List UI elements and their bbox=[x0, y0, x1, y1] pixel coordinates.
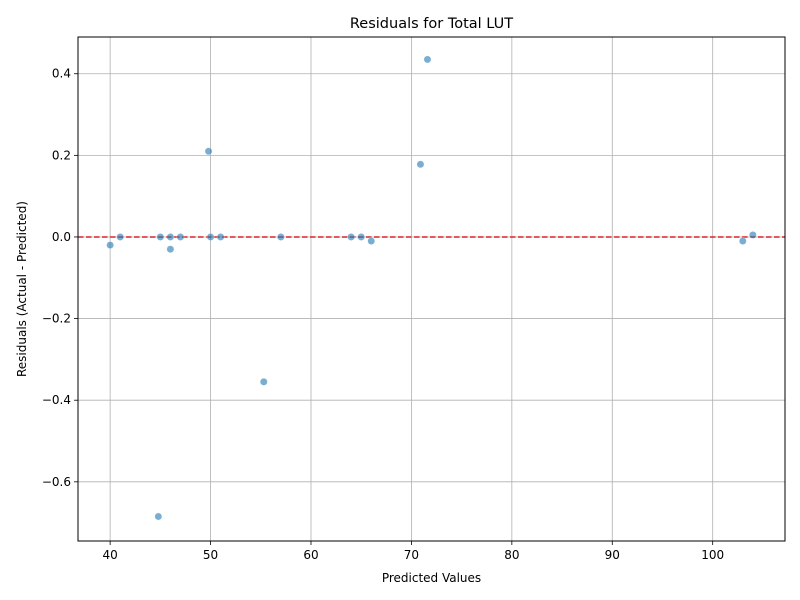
x-tick-label: 50 bbox=[203, 548, 218, 562]
scatter-points bbox=[106, 55, 757, 521]
y-axis-ticks: −0.6 −0.4 −0.2 0.0 0.2 0.4 bbox=[42, 67, 78, 489]
y-tick-label: −0.6 bbox=[42, 475, 71, 489]
scatter-point bbox=[166, 233, 175, 241]
scatter-point bbox=[259, 377, 268, 386]
x-tick-label: 100 bbox=[701, 548, 724, 562]
plot-frame bbox=[77, 36, 786, 542]
scatter-point bbox=[166, 245, 175, 254]
y-tick-label: 0.4 bbox=[52, 67, 71, 81]
scatter-point bbox=[367, 237, 376, 245]
x-tick-label: 70 bbox=[404, 548, 419, 562]
x-tick-label: 80 bbox=[504, 548, 519, 562]
scatter-point bbox=[176, 233, 185, 241]
scatter-point bbox=[206, 233, 215, 241]
scatter-point bbox=[216, 233, 225, 241]
y-tick-label: −0.4 bbox=[42, 393, 71, 407]
scatter-point bbox=[277, 233, 285, 241]
y-axis-label: Residuals (Actual - Predicted) bbox=[15, 201, 29, 377]
scatter-point bbox=[106, 241, 114, 249]
x-tick-label: 60 bbox=[303, 548, 318, 562]
scatter-point bbox=[154, 512, 163, 521]
chart-title: Residuals for Total LUT bbox=[350, 16, 513, 32]
scatter-point bbox=[738, 237, 747, 245]
scatter-point bbox=[749, 231, 757, 239]
scatter-point bbox=[116, 233, 125, 241]
x-tick-label: 90 bbox=[605, 548, 620, 562]
scatter-point bbox=[416, 160, 425, 169]
x-axis-label: Predicted Values bbox=[382, 571, 481, 585]
scatter-point bbox=[357, 233, 366, 241]
y-tick-label: −0.2 bbox=[42, 312, 71, 326]
scatter-point bbox=[156, 233, 165, 241]
x-tick-label: 40 bbox=[102, 548, 117, 562]
scatter-point bbox=[204, 147, 213, 156]
scatter-point bbox=[347, 233, 356, 241]
y-tick-label: 0.2 bbox=[52, 148, 71, 162]
y-tick-label: 0.0 bbox=[52, 230, 71, 244]
grid bbox=[78, 37, 785, 541]
scatter-point bbox=[423, 55, 432, 64]
x-axis-ticks: 40 50 60 70 80 90 100 bbox=[102, 541, 724, 562]
